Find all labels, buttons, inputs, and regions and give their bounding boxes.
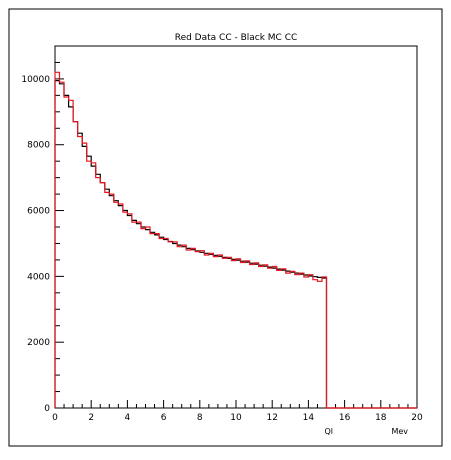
x-tick-label: 2 bbox=[88, 413, 94, 423]
y-tick-label: 4000 bbox=[27, 272, 50, 282]
series-1-line bbox=[54, 71, 417, 409]
y-tick-label: 6000 bbox=[27, 207, 50, 217]
x-axis-label: Ql bbox=[324, 427, 333, 436]
y-tick-label: 0 bbox=[44, 404, 50, 414]
x-tick-label: 18 bbox=[375, 413, 387, 423]
chart-title: Red Data CC - Black MC CC bbox=[175, 33, 298, 43]
x-tick-label: 20 bbox=[411, 413, 423, 423]
y-tick-label: 8000 bbox=[27, 141, 50, 151]
x-tick-label: 6 bbox=[161, 413, 167, 423]
x-tick-label: 4 bbox=[125, 413, 131, 423]
canvas-border bbox=[8, 8, 443, 447]
x-tick-label: 0 bbox=[52, 413, 58, 423]
axes: 0 2 4 6 8 10 12 14 16 18 20 0 2000 4000 6000 8000 10000 bbox=[21, 45, 423, 423]
x-tick-label: 10 bbox=[230, 413, 242, 423]
x-tick-label: 14 bbox=[303, 413, 315, 423]
x-axis-unit: Mev bbox=[391, 427, 408, 436]
x-tick-label: 12 bbox=[266, 413, 277, 423]
y-tick-label: 10000 bbox=[21, 75, 50, 85]
x-tick-label: 16 bbox=[339, 413, 351, 423]
series-layer bbox=[54, 71, 417, 409]
x-tick-label: 8 bbox=[197, 413, 203, 423]
y-tick-label: 2000 bbox=[27, 338, 50, 348]
